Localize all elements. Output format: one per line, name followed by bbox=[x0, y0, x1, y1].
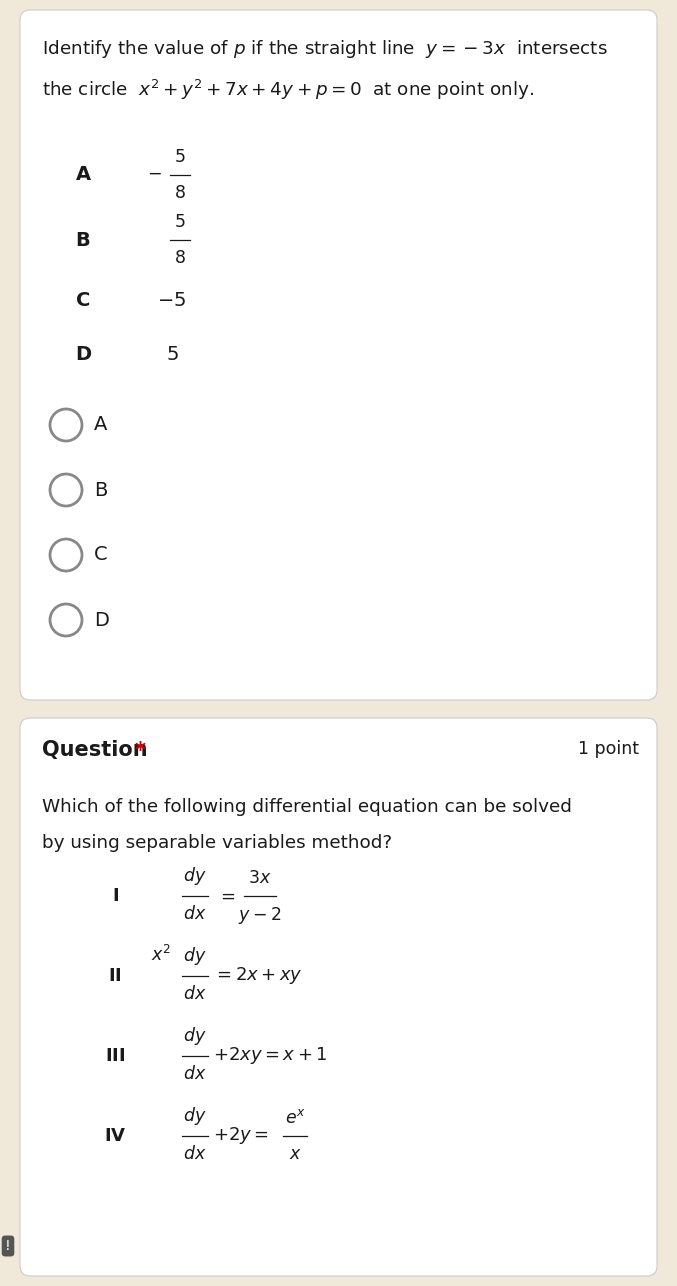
FancyBboxPatch shape bbox=[20, 10, 657, 700]
Text: Identify the value of $p$ if the straight line  $y=-3x$  intersects: Identify the value of $p$ if the straigh… bbox=[42, 39, 608, 60]
Text: $5$: $5$ bbox=[166, 346, 178, 364]
Text: A: A bbox=[94, 415, 108, 435]
Text: the circle  $x^2+y^2+7x+4y+p=0$  at one point only.: the circle $x^2+y^2+7x+4y+p=0$ at one po… bbox=[42, 78, 534, 102]
Text: $dy$: $dy$ bbox=[183, 1025, 206, 1047]
FancyBboxPatch shape bbox=[20, 718, 657, 1276]
Text: $dy$: $dy$ bbox=[183, 865, 206, 887]
Text: $\mathbf{IV}$: $\mathbf{IV}$ bbox=[104, 1127, 127, 1145]
Text: Which of the following differential equation can be solved: Which of the following differential equa… bbox=[42, 799, 572, 817]
Text: $x^2$: $x^2$ bbox=[151, 945, 171, 964]
Text: 1 point: 1 point bbox=[578, 739, 639, 757]
Text: $\mathbf{C}$: $\mathbf{C}$ bbox=[75, 291, 90, 310]
Text: !: ! bbox=[5, 1238, 11, 1253]
Text: $e^x$: $e^x$ bbox=[284, 1109, 305, 1127]
Text: $=$: $=$ bbox=[217, 887, 236, 905]
Text: $dx$: $dx$ bbox=[183, 905, 206, 923]
Text: $5$: $5$ bbox=[174, 213, 185, 231]
Text: $=2x+xy$: $=2x+xy$ bbox=[213, 966, 303, 986]
Text: $+2xy=x+1$: $+2xy=x+1$ bbox=[213, 1046, 328, 1066]
Text: $\mathbf{A}$: $\mathbf{A}$ bbox=[75, 166, 92, 184]
Text: $dx$: $dx$ bbox=[183, 1145, 206, 1163]
Text: $\mathbf{II}$: $\mathbf{II}$ bbox=[108, 967, 122, 985]
Text: $dx$: $dx$ bbox=[183, 1065, 206, 1083]
Text: $\mathbf{B}$: $\mathbf{B}$ bbox=[75, 230, 90, 249]
Text: $dx$: $dx$ bbox=[183, 985, 206, 1003]
Text: C: C bbox=[94, 545, 108, 565]
Text: B: B bbox=[94, 481, 108, 499]
Text: $y-2$: $y-2$ bbox=[238, 905, 282, 926]
Text: $\mathbf{I}$: $\mathbf{I}$ bbox=[112, 887, 118, 905]
Text: $-$: $-$ bbox=[148, 165, 162, 183]
Text: $dy$: $dy$ bbox=[183, 945, 206, 967]
Text: D: D bbox=[94, 611, 109, 630]
Text: $\mathbf{III}$: $\mathbf{III}$ bbox=[105, 1047, 125, 1065]
Text: *: * bbox=[135, 741, 146, 761]
Text: Question: Question bbox=[42, 739, 148, 760]
Text: $dy$: $dy$ bbox=[183, 1105, 206, 1127]
Text: $8$: $8$ bbox=[174, 184, 186, 202]
Text: $5$: $5$ bbox=[174, 148, 185, 166]
Text: by using separable variables method?: by using separable variables method? bbox=[42, 835, 392, 853]
Text: $3x$: $3x$ bbox=[248, 869, 271, 887]
Text: $x$: $x$ bbox=[288, 1145, 301, 1163]
Text: $+2y=$: $+2y=$ bbox=[213, 1125, 269, 1147]
Text: $-5$: $-5$ bbox=[158, 291, 187, 310]
Text: $8$: $8$ bbox=[174, 249, 186, 267]
Text: $\mathbf{D}$: $\mathbf{D}$ bbox=[75, 346, 92, 364]
